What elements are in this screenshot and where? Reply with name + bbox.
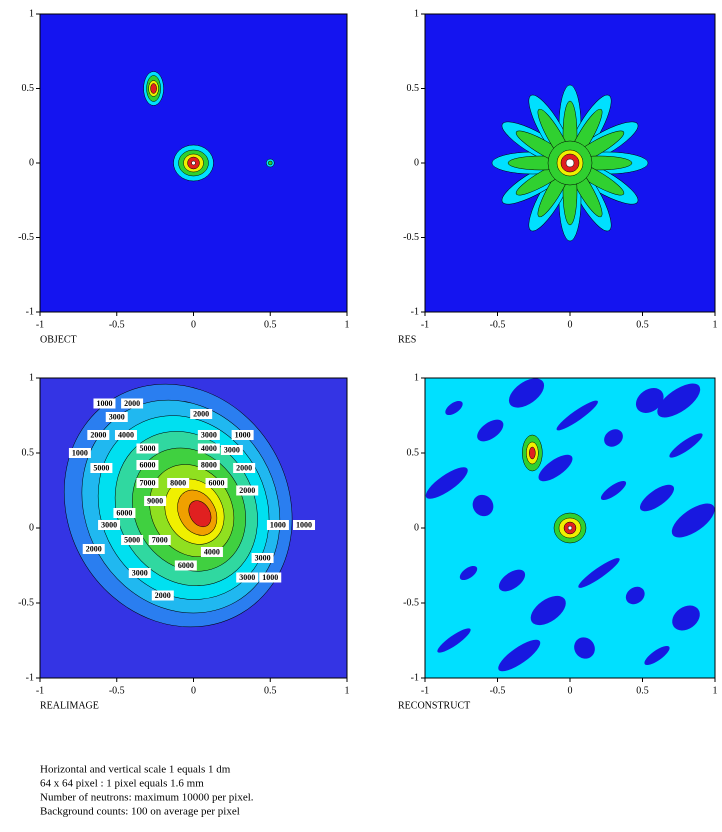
figure: -1-0.500.51-1-0.500.51OBJECT-1-0.500.51-… [0, 0, 722, 832]
note-line: Horizontal and vertical scale 1 equals 1… [40, 764, 231, 776]
contour-label: 3000 [255, 553, 271, 562]
contour-band [151, 84, 157, 94]
y-tick-label: -0.5 [403, 232, 419, 243]
contour-label: 6000 [139, 460, 155, 469]
y-tick-label: 1 [29, 372, 34, 383]
y-tick-label: 0.5 [22, 83, 35, 94]
page: {"chart_data": [ {"type": "contour", "ti… [0, 0, 722, 832]
contour-label: 6000 [116, 508, 132, 517]
contour-label: 3000 [132, 568, 148, 577]
contour-label: 3000 [201, 430, 217, 439]
x-tick-label: 0 [568, 685, 573, 696]
y-tick-label: -1 [26, 672, 34, 683]
panel: -1 -0.5 0 0.5 1 -1 -0.5 0 0.5 1 RECONSTRUCT [398, 372, 720, 711]
contour-band [529, 447, 535, 459]
x-tick-label: 0 [191, 685, 196, 696]
y-tick-label: 0 [29, 157, 34, 168]
contour-label: 3000 [109, 412, 125, 421]
contour-label: 1000 [262, 573, 278, 582]
panel: -1 -0.5 0 0.5 1 -1 -0.5 0 0.5 1 RES [398, 8, 718, 345]
contour-label: 8000 [170, 478, 186, 487]
panel-title: OBJECT [40, 334, 77, 345]
x-tick-label: -1 [36, 685, 44, 696]
y-tick-label: -0.5 [18, 232, 34, 243]
x-tick-label: -0.5 [490, 319, 506, 330]
contour-label: 2000 [155, 591, 171, 600]
x-tick-label: 0 [568, 319, 573, 330]
contour-label: 1000 [270, 520, 286, 529]
contour-label: 4000 [118, 430, 134, 439]
x-tick-label: 0.5 [264, 685, 277, 696]
x-tick-label: 0.5 [636, 685, 649, 696]
x-tick-label: 1 [345, 685, 350, 696]
x-tick-label: -0.5 [490, 685, 506, 696]
x-tick-label: 1 [345, 319, 350, 330]
note-line: Background counts: 100 on average per pi… [40, 806, 240, 818]
x-tick-label: 1 [713, 685, 718, 696]
contour-label: 8000 [201, 460, 217, 469]
contour-label: 1000 [296, 520, 312, 529]
contour-label: 3000 [239, 573, 255, 582]
y-tick-label: 0.5 [22, 447, 35, 458]
contour-label: 7000 [152, 535, 168, 544]
contour-label: 1000 [235, 430, 251, 439]
y-tick-label: 0 [29, 522, 34, 533]
y-tick-label: -1 [411, 306, 419, 317]
x-tick-label: -0.5 [109, 685, 125, 696]
y-tick-label: 0.5 [407, 83, 420, 94]
contour-label: 4000 [204, 547, 220, 556]
contour-label: 1000 [96, 399, 112, 408]
contour-label: 4000 [201, 444, 217, 453]
panel: -1 -0.5 0 0.5 1 -1 -0.5 0 0.5 1 OBJECT [18, 8, 349, 345]
contour-band [566, 159, 574, 167]
contour-label: 6000 [178, 561, 194, 570]
x-tick-label: -1 [36, 319, 44, 330]
panel-title: RECONSTRUCT [398, 700, 470, 711]
panel: -1-0.500.51-1-0.500.51REALIMAGE100020002… [18, 342, 349, 711]
y-tick-label: 1 [414, 8, 419, 19]
y-tick-label: -1 [411, 672, 419, 683]
x-tick-label: -1 [421, 685, 429, 696]
contour-label: 5000 [139, 444, 155, 453]
x-tick-label: -1 [421, 319, 429, 330]
contour-label: 7000 [139, 478, 155, 487]
y-tick-label: -0.5 [403, 597, 419, 608]
y-tick-label: -1 [26, 306, 34, 317]
note-line: Number of neutrons: maximum 10000 per pi… [40, 792, 254, 804]
x-tick-label: 1 [713, 319, 718, 330]
x-tick-label: 0 [191, 319, 196, 330]
contour-label: 1000 [72, 448, 88, 457]
x-tick-label: 0.5 [264, 319, 277, 330]
contour-label: 3000 [101, 520, 117, 529]
y-tick-label: 0.5 [407, 447, 420, 458]
panel-title: RES [398, 334, 416, 345]
y-tick-label: 1 [414, 372, 419, 383]
contour-label: 2000 [124, 399, 140, 408]
y-tick-label: -0.5 [18, 597, 34, 608]
note-line: 64 x 64 pixel : 1 pixel equals 1.6 mm [40, 778, 204, 790]
contour-label: 2000 [239, 486, 255, 495]
contour-label: 2000 [86, 544, 102, 553]
contour-label: 9000 [147, 496, 163, 505]
contour-label: 2000 [236, 463, 252, 472]
y-tick-label: 0 [414, 157, 419, 168]
y-tick-label: 0 [414, 522, 419, 533]
y-tick-label: 1 [29, 8, 34, 19]
contour-label: 6000 [209, 478, 225, 487]
contour-label: 5000 [93, 463, 109, 472]
contour-band [192, 161, 196, 165]
x-tick-label: -0.5 [109, 319, 125, 330]
contour-label: 3000 [224, 445, 240, 454]
contour-band [568, 526, 572, 530]
contour-band [268, 161, 272, 165]
contour-label: 5000 [124, 535, 140, 544]
contour-label: 2000 [193, 409, 209, 418]
panel-title: REALIMAGE [40, 700, 99, 711]
x-tick-label: 0.5 [636, 319, 649, 330]
contour-label: 2000 [90, 430, 106, 439]
